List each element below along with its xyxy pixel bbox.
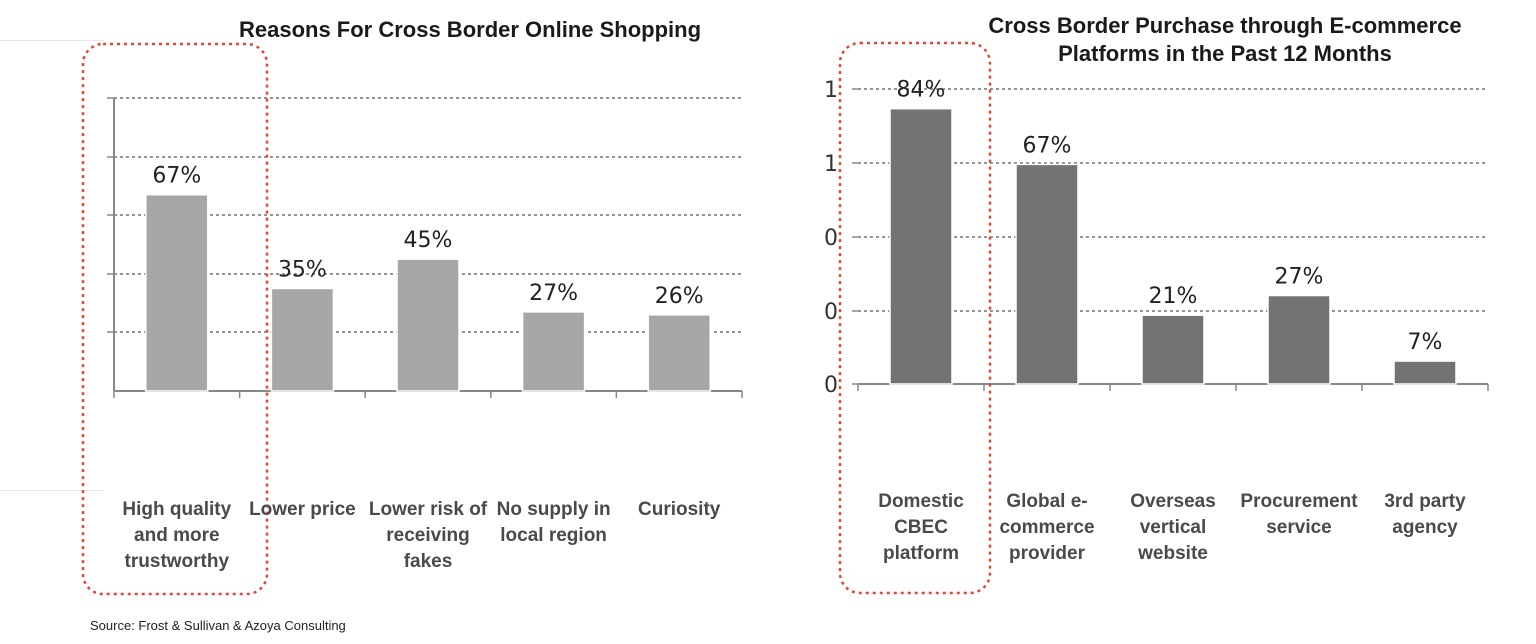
- y-tick-label: 1: [824, 152, 838, 177]
- bar-value-label: 27%: [1275, 265, 1324, 290]
- bar: [889, 107, 953, 385]
- category-label: High quality and more trustworthy: [122, 499, 232, 572]
- bar-value-label: 26%: [655, 284, 704, 309]
- category-label: Lower risk of receiving fakes: [368, 499, 488, 572]
- category-label: 3rd party agency: [1384, 491, 1466, 538]
- bar-value-label: 35%: [278, 257, 327, 282]
- left-chart-title: Reasons For Cross Border Online Shopping: [238, 17, 702, 42]
- bar: [1393, 360, 1457, 385]
- bar: [145, 193, 209, 392]
- bar-value-label: 45%: [404, 228, 453, 253]
- y-tick-label: 0: [824, 226, 838, 251]
- bar-value-label: 27%: [529, 281, 578, 306]
- decorative-line: [0, 490, 104, 491]
- y-tick-label: 0: [824, 373, 838, 398]
- bar-value-label: 67%: [152, 164, 201, 189]
- bar: [647, 314, 711, 392]
- right-chart-title: Cross Border Purchase through E-commerce…: [988, 13, 1462, 66]
- category-label: Lower price: [249, 499, 356, 520]
- bar: [270, 287, 335, 392]
- bar: [1015, 163, 1079, 385]
- bar: [1267, 294, 1331, 385]
- bar-value-label: 7%: [1408, 330, 1443, 355]
- y-tick-label: 0: [824, 300, 838, 325]
- category-label: Overseas vertical website: [1130, 491, 1216, 564]
- highlight-box: [838, 41, 992, 595]
- category-label: No supply in local region: [496, 499, 611, 546]
- bar-value-label: 84%: [897, 78, 946, 103]
- category-label: Domestic CBEC platform: [878, 491, 964, 564]
- bar: [396, 258, 460, 392]
- y-tick-label: 1: [824, 78, 838, 103]
- decorative-line: [0, 40, 104, 41]
- bar-value-label: 67%: [1023, 133, 1072, 158]
- bar: [1141, 314, 1205, 385]
- highlight-box: [81, 42, 269, 596]
- source-note: Source: Frost & Sullivan & Azoya Consult…: [90, 618, 346, 633]
- category-label: Procurement service: [1240, 491, 1358, 538]
- bar: [521, 311, 586, 392]
- category-label: Curiosity: [638, 499, 721, 520]
- bar-value-label: 21%: [1149, 284, 1198, 309]
- category-label: Global e-commerce provider: [999, 491, 1095, 564]
